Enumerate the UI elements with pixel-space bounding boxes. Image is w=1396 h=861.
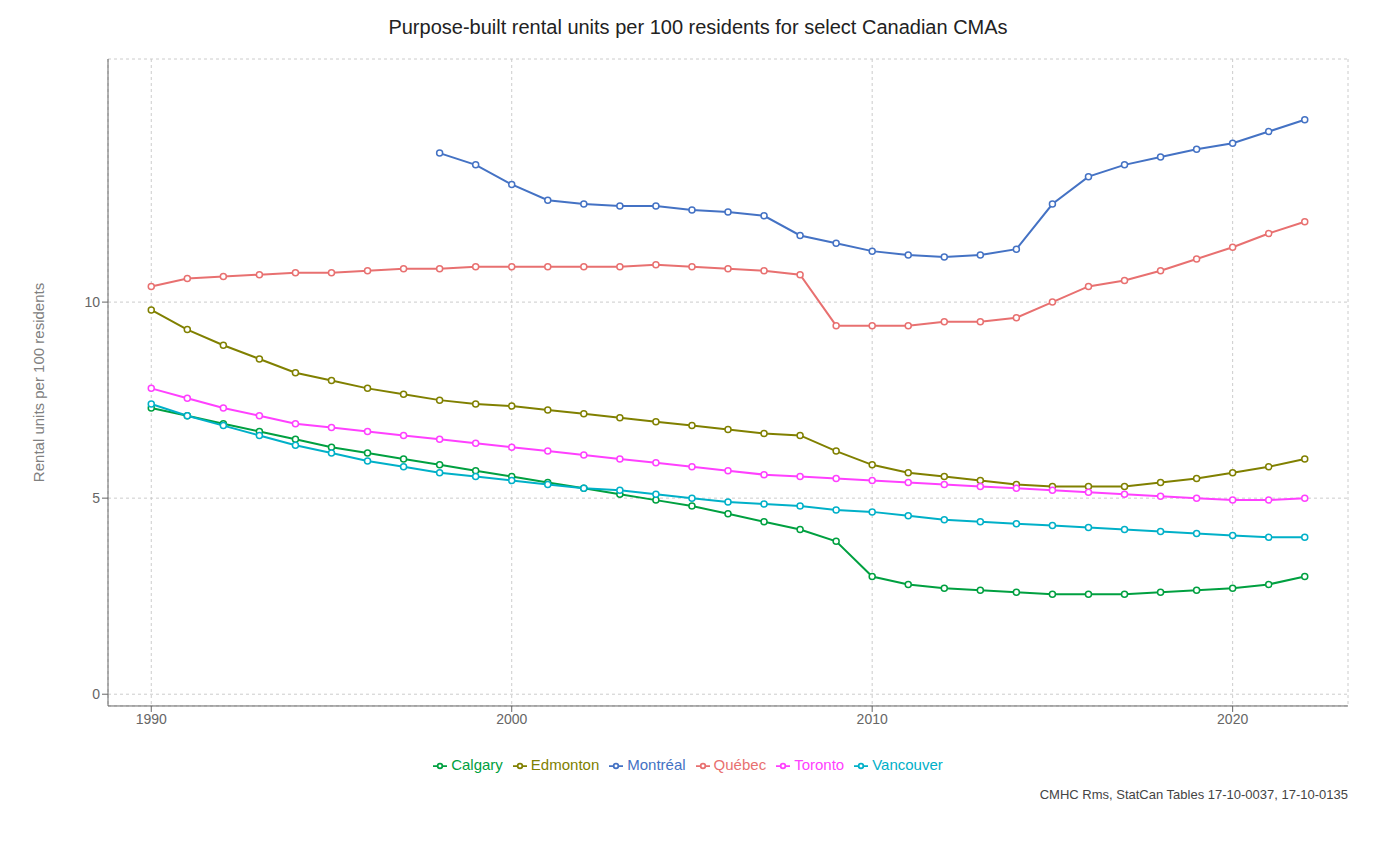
- svg-text:2010: 2010: [857, 711, 888, 727]
- svg-text:1990: 1990: [136, 711, 167, 727]
- svg-text:Rental units per 100 residents: Rental units per 100 residents: [30, 283, 47, 482]
- svg-text:10: 10: [84, 294, 100, 310]
- html-text:Montréal: Montréal: [627, 756, 686, 773]
- html-text:Toronto: Toronto: [794, 756, 845, 773]
- svg-text:5: 5: [92, 490, 100, 506]
- svg-text:0: 0: [92, 686, 100, 702]
- svg-text:2020: 2020: [1217, 711, 1248, 727]
- html-text:Québec: Québec: [713, 756, 767, 773]
- html-text:Calgary: Calgary: [451, 756, 503, 773]
- html-text:Edmonton: Edmonton: [530, 756, 600, 773]
- svg-text:2000: 2000: [496, 711, 527, 727]
- html-text:Vancouver: Vancouver: [872, 756, 943, 773]
- html-text:Purpose-built rental units per: Purpose-built rental units per 100 resid…: [388, 16, 1008, 38]
- html-text:CMHC Rms, StatCan Tables 17-10: CMHC Rms, StatCan Tables 17-10-0037, 17-…: [1039, 787, 1348, 802]
